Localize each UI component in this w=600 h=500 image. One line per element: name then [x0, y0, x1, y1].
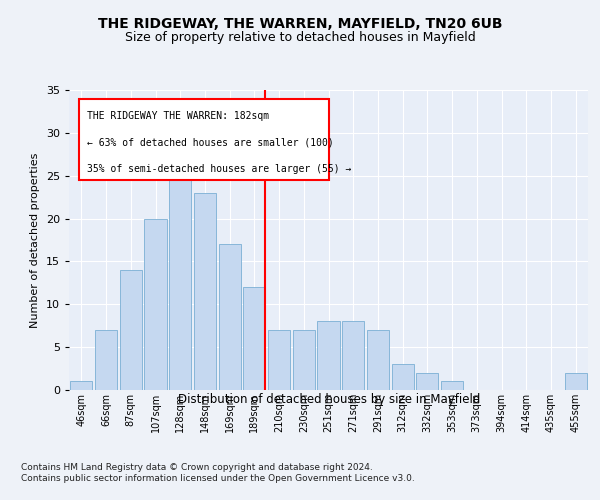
Y-axis label: Number of detached properties: Number of detached properties: [30, 152, 40, 328]
Bar: [367, 330, 389, 390]
FancyBboxPatch shape: [79, 99, 329, 180]
Bar: [441, 382, 463, 390]
Bar: [119, 270, 142, 390]
Bar: [243, 287, 265, 390]
Bar: [317, 322, 340, 390]
Bar: [293, 330, 315, 390]
Bar: [95, 330, 117, 390]
Bar: [218, 244, 241, 390]
Text: Contains public sector information licensed under the Open Government Licence v3: Contains public sector information licen…: [21, 474, 415, 483]
Bar: [169, 142, 191, 390]
Bar: [342, 322, 364, 390]
Text: ← 63% of detached houses are smaller (100): ← 63% of detached houses are smaller (10…: [87, 138, 334, 147]
Bar: [565, 373, 587, 390]
Bar: [145, 218, 167, 390]
Text: 35% of semi-detached houses are larger (55) →: 35% of semi-detached houses are larger (…: [87, 164, 352, 174]
Text: Contains HM Land Registry data © Crown copyright and database right 2024.: Contains HM Land Registry data © Crown c…: [21, 462, 373, 471]
Bar: [194, 193, 216, 390]
Text: Distribution of detached houses by size in Mayfield: Distribution of detached houses by size …: [178, 392, 480, 406]
Bar: [416, 373, 439, 390]
Bar: [70, 382, 92, 390]
Bar: [392, 364, 414, 390]
Text: THE RIDGEWAY THE WARREN: 182sqm: THE RIDGEWAY THE WARREN: 182sqm: [87, 111, 269, 121]
Bar: [268, 330, 290, 390]
Text: THE RIDGEWAY, THE WARREN, MAYFIELD, TN20 6UB: THE RIDGEWAY, THE WARREN, MAYFIELD, TN20…: [98, 18, 502, 32]
Text: Size of property relative to detached houses in Mayfield: Size of property relative to detached ho…: [125, 31, 475, 44]
